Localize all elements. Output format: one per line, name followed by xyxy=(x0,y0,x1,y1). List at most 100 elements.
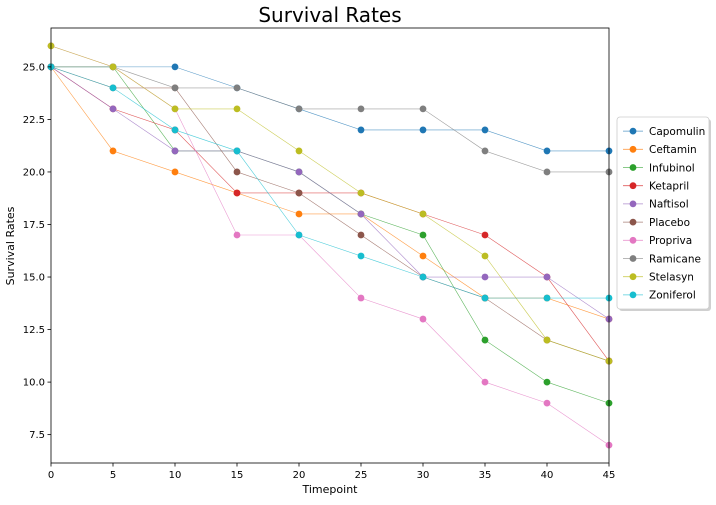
data-point xyxy=(543,168,551,176)
x-tick-label: 30 xyxy=(417,470,430,481)
series-line-stelasyn xyxy=(50,45,610,362)
data-point xyxy=(171,126,179,134)
legend-swatch-marker xyxy=(629,164,637,171)
data-point xyxy=(233,84,241,92)
legend-item-infubinol: Infubinol xyxy=(623,162,695,174)
x-tick-label: 10 xyxy=(169,470,182,481)
data-point xyxy=(419,273,427,281)
series-line-zoniferol xyxy=(50,66,609,299)
legend-label: Ketapril xyxy=(649,181,689,193)
data-point xyxy=(543,147,551,155)
data-point xyxy=(295,231,303,239)
data-point xyxy=(481,252,489,260)
data-point xyxy=(109,147,117,155)
data-point xyxy=(171,168,179,176)
series-line-infubinol xyxy=(51,66,610,404)
series-line-naftisol xyxy=(50,66,610,320)
y-tick-label: 7.5 xyxy=(29,430,45,441)
legend-label: Ceftamin xyxy=(649,144,697,156)
data-point xyxy=(481,336,489,344)
data-point xyxy=(357,252,365,260)
legend-label: Infubinol xyxy=(649,162,695,174)
data-point xyxy=(295,168,303,176)
data-point xyxy=(419,231,427,239)
series-zoniferol xyxy=(47,63,613,302)
data-point xyxy=(233,168,241,176)
data-point xyxy=(419,252,427,260)
data-point xyxy=(357,294,365,302)
legend: Capomulin Ceftamin Infubinol Ketapril Naftis… xyxy=(616,116,711,311)
data-point xyxy=(171,63,179,71)
y-tick-label: 22.5 xyxy=(23,115,45,126)
series-naftisol xyxy=(47,63,613,323)
data-point xyxy=(481,273,489,281)
legend-swatch-marker xyxy=(629,200,637,208)
legend-item-stelasyn: Stelasyn xyxy=(623,272,694,284)
legend-label: Zoniferol xyxy=(649,290,696,302)
data-point xyxy=(543,378,551,386)
legend-item-naftisol: Naftisol xyxy=(623,199,689,211)
data-point xyxy=(295,189,303,197)
y-axis-label: Survival Rates xyxy=(4,206,17,285)
legend-swatch-marker xyxy=(629,236,637,244)
legend-label: Stelasyn xyxy=(649,272,694,284)
x-tick-label: 15 xyxy=(231,470,244,481)
data-point xyxy=(171,147,179,155)
data-point xyxy=(357,105,365,113)
series-line-capomulin xyxy=(51,66,609,152)
data-point xyxy=(233,105,241,113)
data-point xyxy=(295,105,303,113)
x-tick-label: 5 xyxy=(110,470,116,481)
legend-item-ketapril: Ketapril xyxy=(623,181,689,193)
x-axis-ticks: 0 5 10 15 20 25 30 35 40 45 xyxy=(48,463,615,481)
series-line-placebo xyxy=(50,66,610,362)
legend-item-propriva: Propriva xyxy=(623,235,692,247)
legend-label: Placebo xyxy=(649,217,690,229)
y-tick-label: 17.5 xyxy=(23,220,45,231)
y-tick-label: 15.0 xyxy=(23,273,45,284)
legend-item-zoniferol: Zoniferol xyxy=(623,290,696,302)
series-line-ramicane xyxy=(51,66,609,173)
legend-swatch-marker xyxy=(629,145,637,153)
legend-swatch-marker xyxy=(629,218,637,226)
chart-title: Survival Rates xyxy=(258,3,401,27)
legend-label: Naftisol xyxy=(649,199,689,211)
x-tick-label: 0 xyxy=(48,470,54,481)
legend-swatch-marker xyxy=(629,291,637,299)
series-infubinol xyxy=(47,63,613,407)
data-point xyxy=(543,399,551,407)
data-point xyxy=(357,126,365,134)
data-point xyxy=(357,210,365,218)
data-point xyxy=(543,336,551,344)
data-point xyxy=(171,84,179,92)
legend-item-ceftamin: Ceftamin xyxy=(623,144,697,156)
y-tick-label: 10.0 xyxy=(23,378,45,389)
x-tick-label: 25 xyxy=(355,470,368,481)
x-tick-label: 35 xyxy=(479,470,492,481)
legend-swatch-marker xyxy=(629,182,637,190)
series-layer xyxy=(47,42,613,449)
data-point xyxy=(295,147,303,155)
data-point xyxy=(419,210,427,218)
data-point xyxy=(109,105,117,113)
legend-box xyxy=(616,116,710,310)
data-point xyxy=(109,63,117,71)
data-point xyxy=(233,189,241,197)
legend-label: Capomulin xyxy=(649,126,705,138)
x-tick-label: 20 xyxy=(293,470,306,481)
data-point xyxy=(171,105,179,113)
series-stelasyn xyxy=(47,42,613,365)
data-point xyxy=(481,147,489,155)
data-point xyxy=(109,84,117,92)
plot-area-frame xyxy=(50,27,610,464)
x-tick-label: 40 xyxy=(541,470,554,481)
legend-label: Propriva xyxy=(649,235,692,247)
legend-item-placebo: Placebo xyxy=(623,217,690,229)
legend-swatch-marker xyxy=(629,273,637,281)
legend-swatch-marker xyxy=(629,127,637,135)
data-point xyxy=(419,315,427,323)
legend-swatch-marker xyxy=(629,255,637,262)
series-capomulin xyxy=(47,63,613,155)
